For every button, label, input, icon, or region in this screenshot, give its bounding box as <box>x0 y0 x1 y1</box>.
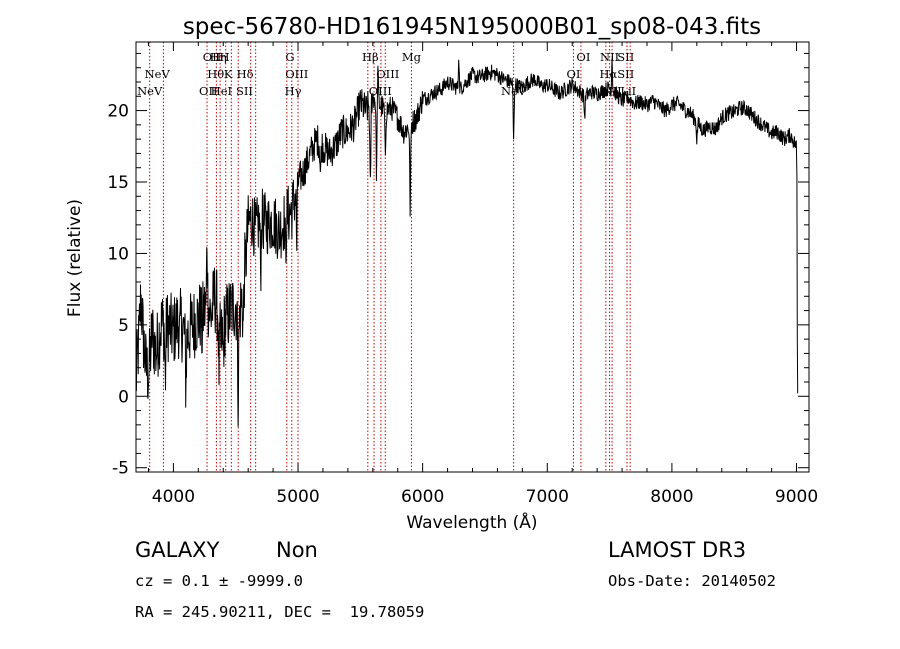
y-axis-label: Flux (relative) <box>65 199 85 317</box>
x-axis: 4000 5000 6000 7000 8000 9000 <box>147 42 818 507</box>
line-label-23: Hα <box>599 67 617 81</box>
line-label-12: OIII <box>285 67 308 81</box>
x-tick-label: 7000 <box>526 487 569 507</box>
spectrum-chart: spec-56780-HD161945N195000B01_sp08-043.f… <box>65 14 818 533</box>
line-label-10: SII <box>236 84 253 98</box>
line-label-17: OIII <box>369 84 392 98</box>
object-class: GALAXY <box>135 538 220 562</box>
line-label-3: Hη <box>210 50 227 64</box>
line-label-19: OI <box>576 50 590 64</box>
y-tick-label: 20 <box>107 102 129 122</box>
line-label-21: SII <box>617 50 634 64</box>
spectrum-line <box>135 58 799 427</box>
x-tick-label: 6000 <box>401 487 444 507</box>
line-label-5: Hθ <box>207 67 224 81</box>
line-label-22: OI <box>566 67 580 81</box>
plot-frame <box>135 41 810 473</box>
line-label-2: OII <box>203 50 222 64</box>
line-label-15: Mg <box>402 50 422 64</box>
line-label-13: Hγ <box>285 84 302 98</box>
line-label-1: NeV <box>137 84 163 98</box>
line-label-6: K <box>224 67 233 81</box>
y-tick-label: 0 <box>118 387 129 407</box>
line-label-16: OIII <box>376 67 399 81</box>
line-label-24: SII <box>617 67 634 81</box>
y-axis: -5 0 5 10 15 20 <box>107 52 809 479</box>
line-label-14: Hβ <box>362 50 379 64</box>
redshift-line: cz = 0.1 ± -9999.0 <box>135 572 303 590</box>
line-label-8: OII <box>199 84 218 98</box>
x-axis-label: Wavelength (Å) <box>406 511 537 533</box>
object-subclass: Non <box>276 538 318 562</box>
coordinates: RA = 245.90211, DEC = 19.78059 <box>135 603 425 621</box>
chart-title: spec-56780-HD161945N195000B01_sp08-043.f… <box>183 14 761 40</box>
x-tick-label: 8000 <box>650 487 693 507</box>
x-tick-label: 9000 <box>775 487 818 507</box>
line-label-4: H <box>219 50 229 64</box>
y-tick-label: 15 <box>107 173 129 193</box>
survey-name: LAMOST DR3 <box>608 538 747 562</box>
y-tick-label: -5 <box>112 459 129 479</box>
line-label-7: Hδ <box>237 67 254 81</box>
x-tick-label: 5000 <box>276 487 319 507</box>
line-label-9: HeI <box>211 84 232 98</box>
obs-date: Obs-Date: 20140502 <box>608 572 776 590</box>
y-tick-label: 10 <box>107 244 129 264</box>
line-label-20: NII <box>600 50 619 64</box>
y-tick-label: 5 <box>118 316 129 336</box>
line-label-0: NeV <box>145 67 171 81</box>
x-tick-label: 4000 <box>152 487 195 507</box>
line-label-11: G <box>285 50 294 64</box>
spectrum-series <box>135 58 799 427</box>
